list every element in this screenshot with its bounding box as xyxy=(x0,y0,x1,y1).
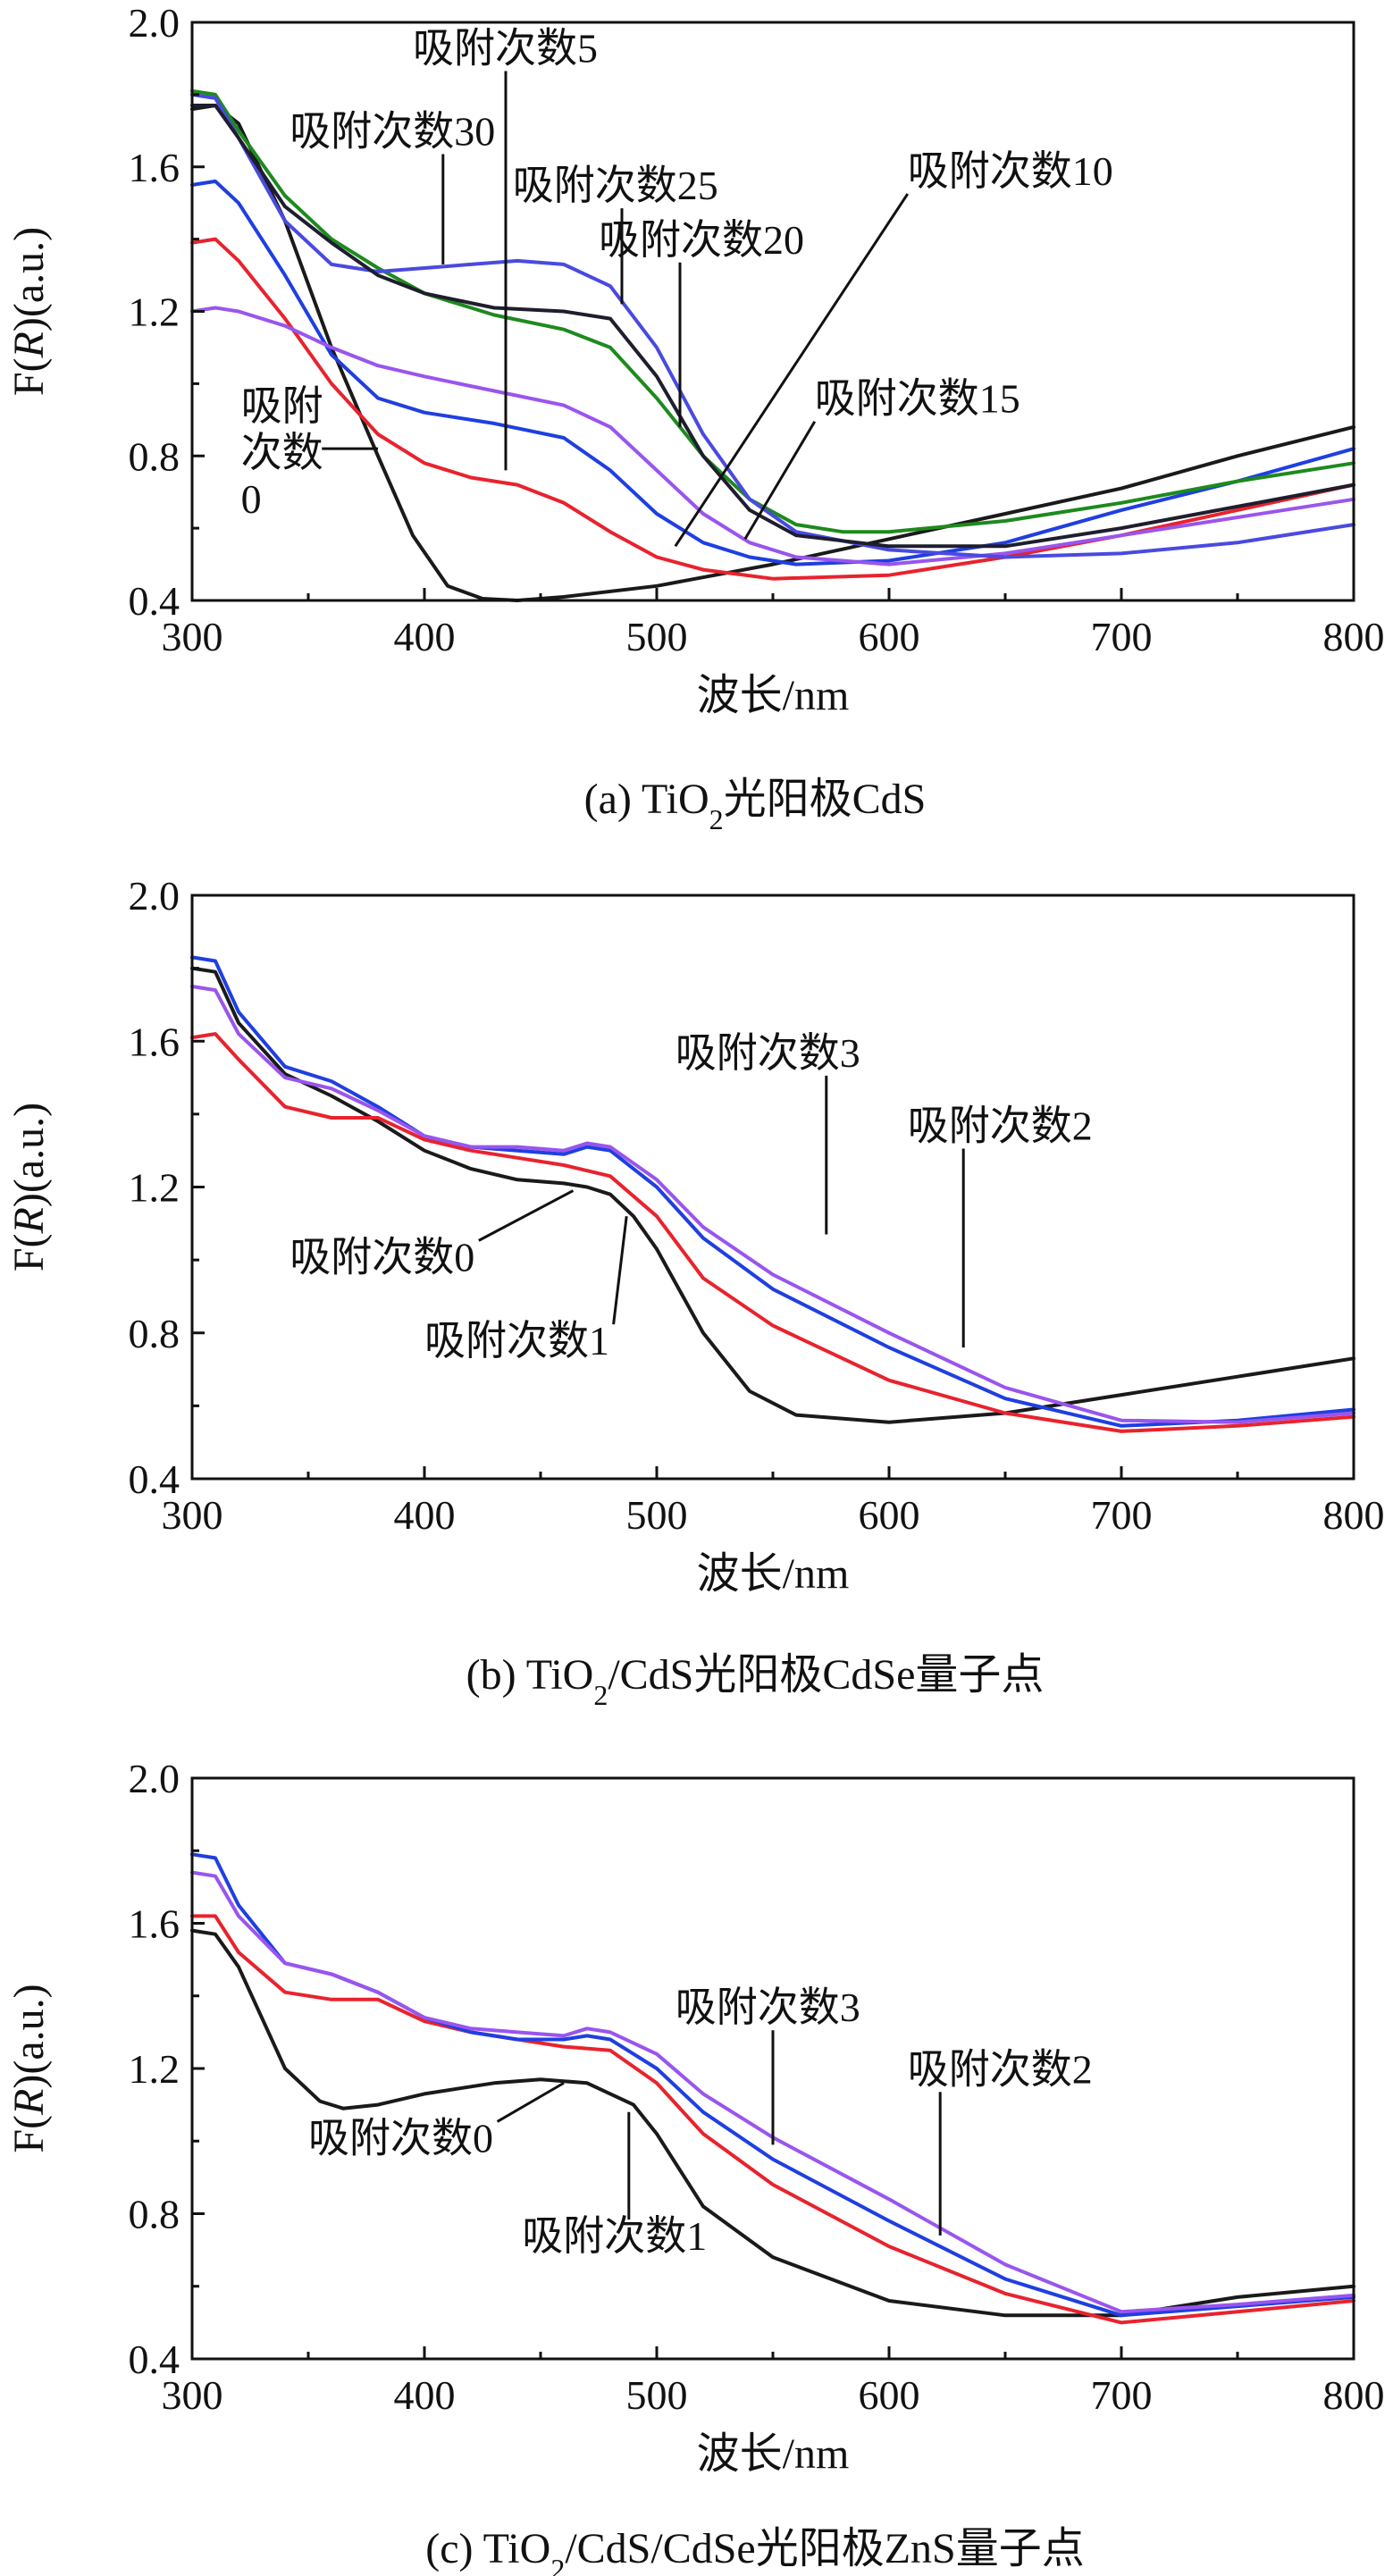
annotation-leader-line xyxy=(478,1189,575,1242)
plot-frame xyxy=(190,894,1355,1481)
y-tick-label: 1.6 xyxy=(129,1901,180,1947)
series-line-3-2 xyxy=(190,1914,1355,2325)
x-axis-title: 波长/nm xyxy=(697,672,850,719)
y-tick-label: 0.4 xyxy=(129,578,180,624)
y-tick-label: 2.0 xyxy=(129,873,180,919)
series-annotation: 吸附次数0 xyxy=(290,1234,474,1280)
x-tick-label: 400 xyxy=(394,2372,456,2418)
chart-panel-2: 300 400 500 600 700 800 0.4 0.8 1.2 1.6 2.0 波长/nm F(… xyxy=(5,873,1385,1711)
y-tick-label: 0.4 xyxy=(129,2337,180,2382)
panel-caption: (a) TiO2光阳极CdS xyxy=(584,776,927,835)
annotation-leader-line xyxy=(496,2081,565,2123)
series-line-1-3 xyxy=(190,179,1355,566)
x-tick-label: 800 xyxy=(1323,2372,1385,2418)
y-tick-label: 1.2 xyxy=(129,289,180,335)
y-axis-title: F(R)(a.u.) xyxy=(5,1103,53,1271)
x-tick-label: 800 xyxy=(1323,1492,1385,1538)
series-line-1-5 xyxy=(190,88,1355,534)
y-axis-title: F(R)(a.u.) xyxy=(5,1984,53,2152)
series-line-2-3 xyxy=(190,955,1355,1428)
series-annotation: 吸附次数3 xyxy=(676,1030,860,1076)
chart-panel-3: 300 400 500 600 700 800 0.4 0.8 1.2 1.6 2.0 波长/nm F(… xyxy=(5,1756,1385,2576)
x-tick-label: 600 xyxy=(859,614,920,659)
panel-caption: (c) TiO2/CdS/CdSe光阳极ZnS量子点 xyxy=(425,2525,1084,2576)
x-tick-label: 500 xyxy=(626,2372,688,2418)
y-axis-title: F(R)(a.u.) xyxy=(5,227,53,396)
x-tick-label: 700 xyxy=(1091,1492,1153,1538)
series-annotation: 吸附次数10 xyxy=(908,148,1113,194)
y-tick-label: 1.2 xyxy=(129,1165,180,1211)
series-line-2-2 xyxy=(190,1032,1355,1433)
series-annotation: 吸附次数30 xyxy=(290,108,495,154)
series-line-1-4 xyxy=(190,306,1355,566)
series-line-3-4 xyxy=(190,1870,1355,2314)
series-annotation: 吸附次数1 xyxy=(424,1318,609,1364)
series-line-2-4 xyxy=(190,985,1355,1424)
panel-caption: (b) TiO2/CdS光阳极CdSe量子点 xyxy=(466,1651,1045,1711)
x-tick-label: 500 xyxy=(626,614,688,659)
x-tick-label: 400 xyxy=(394,1492,456,1538)
series-line-3-1 xyxy=(190,1928,1355,2318)
series-annotation: 吸附次数2 xyxy=(908,2046,1093,2092)
chart-panel-1: 300 400 500 600 700 800 0.4 0.8 1.2 1.6 2.0 波长/nm F(… xyxy=(5,0,1385,835)
x-tick-label: 400 xyxy=(394,614,456,659)
x-axis-title: 波长/nm xyxy=(697,2430,850,2478)
y-tick-label: 0.8 xyxy=(129,2192,180,2237)
y-tick-label: 0.8 xyxy=(129,1311,180,1356)
series-annotation: 吸附次数2 xyxy=(908,1103,1093,1148)
series-annotation: 吸附次数25 xyxy=(513,163,718,208)
x-tick-label: 800 xyxy=(1323,614,1385,659)
y-tick-label: 2.0 xyxy=(129,0,180,46)
x-tick-label: 600 xyxy=(859,2372,920,2418)
y-tick-label: 0.4 xyxy=(129,1456,180,1502)
series-line-1-7 xyxy=(190,104,1355,549)
x-tick-label: 700 xyxy=(1091,2372,1153,2418)
annotation-leader-line xyxy=(674,193,910,548)
x-tick-label: 600 xyxy=(859,1492,920,1538)
y-tick-label: 0.8 xyxy=(129,433,180,479)
x-axis-title: 波长/nm xyxy=(697,1550,850,1598)
series-annotation: 吸附次数20 xyxy=(599,217,804,263)
annotation-leader-line xyxy=(612,1215,628,1325)
x-tick-label: 500 xyxy=(626,1492,688,1538)
y-tick-label: 1.6 xyxy=(129,145,180,190)
x-tick-label: 700 xyxy=(1091,614,1153,659)
series-line-1-6 xyxy=(190,92,1355,559)
y-tick-label: 2.0 xyxy=(129,1756,180,1801)
y-tick-label: 1.2 xyxy=(129,2046,180,2092)
series-annotation: 吸附次数0 xyxy=(308,2115,493,2161)
x-tick-label: 300 xyxy=(162,614,223,659)
x-tick-label: 300 xyxy=(162,2372,223,2418)
series-annotation: 吸附次数15 xyxy=(815,376,1020,422)
annotation-leader-line xyxy=(743,420,817,541)
y-tick-label: 1.6 xyxy=(129,1019,180,1064)
x-tick-label: 300 xyxy=(162,1492,223,1538)
series-annotation: 吸附次数5 xyxy=(413,25,598,71)
series-annotation: 吸附次数3 xyxy=(676,1984,860,2030)
series-annotation: 吸附次数1 xyxy=(522,2213,707,2259)
